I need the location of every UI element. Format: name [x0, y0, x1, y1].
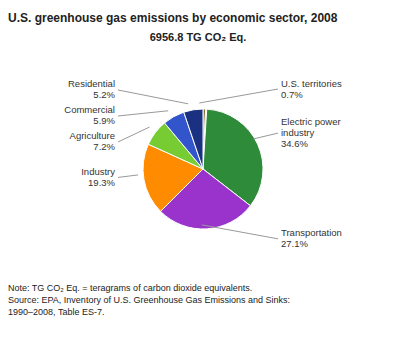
svg-text:Industry19.3%: Industry19.3%: [81, 165, 115, 187]
svg-text:Commercial5.9%: Commercial5.9%: [64, 104, 115, 126]
svg-text:Agriculture7.2%: Agriculture7.2%: [70, 130, 116, 152]
svg-text:Transportation27.1%: Transportation27.1%: [281, 227, 342, 249]
html-text:U.S. greenhouse gas emissions: U.S. greenhouse gas emissions by economi…: [8, 11, 338, 25]
html-text:Source: EPA, Inventory of U.S.: Source: EPA, Inventory of U.S. Greenhous…: [8, 295, 290, 305]
html-text:6956.8 TG CO₂ Eq.: 6956.8 TG CO₂ Eq.: [149, 31, 247, 43]
html-text:Note: TG CO₂ Eq. = teragrams o: Note: TG CO₂ Eq. = teragrams of carbon d…: [8, 283, 253, 293]
svg-text:Residential5.2%: Residential5.2%: [68, 78, 116, 100]
svg-text:U.S. territories0.7%: U.S. territories0.7%: [281, 77, 342, 99]
svg-text:Electric powerindustry34.6%: Electric powerindustry34.6%: [281, 116, 341, 149]
html-text:1990–2008, Table ES-7.: 1990–2008, Table ES-7.: [8, 307, 105, 317]
